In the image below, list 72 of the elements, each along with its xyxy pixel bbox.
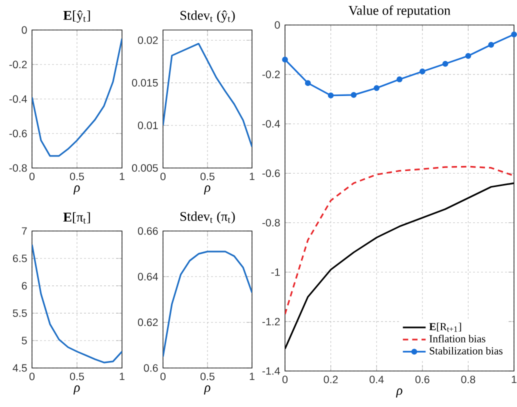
y-tick-label: -0.2 (262, 70, 280, 78)
x-axis-title: ρ (204, 385, 210, 395)
x-axis-title: ρ (396, 388, 402, 398)
y-tick-label: -0.4 (9, 95, 27, 103)
x-axis-title: ρ (204, 185, 210, 195)
line-series (32, 38, 122, 157)
y-tick-label: -1.4 (262, 367, 280, 375)
chart-title: E[π$_{t}$] (63, 212, 90, 224)
y-tick-label: 5.5 (12, 309, 27, 317)
x-tick-label: 0.8 (461, 376, 476, 384)
x-tick-label: 0.2 (324, 376, 338, 384)
line-series (163, 42, 252, 148)
point (442, 60, 448, 67)
chart-title: Stdev$_{t}$ (ŷ$_{t}$) (180, 10, 235, 23)
legend-label: Stabilization bias (430, 346, 502, 354)
y-tick-label: -1.2 (262, 318, 280, 326)
x-tick-label: 0.5 (70, 372, 84, 380)
y-tick-label: -0.6 (9, 130, 27, 138)
x-tick-label: 1 (250, 372, 254, 380)
x-tick-label: 1 (120, 172, 124, 180)
point (419, 68, 426, 74)
point (282, 56, 288, 63)
y-tick-label: 0.01 (138, 122, 158, 130)
chart-title: Stdev$_{t}$ (π$_{t}$) (180, 212, 235, 224)
chart-title: Value of reputation (348, 5, 450, 18)
point (304, 80, 311, 86)
y-tick-label: 0.6 (144, 364, 158, 372)
x-tick-label: 0.5 (200, 372, 214, 380)
x-axis-title: ρ (73, 385, 80, 395)
y-tick-label: 0.015 (132, 79, 158, 87)
y-tick-label: -0.2 (9, 60, 27, 68)
point (328, 92, 334, 98)
y-tick-label: -0.4 (262, 120, 280, 128)
y-tick-label: 5 (22, 336, 27, 344)
x-tick-label: 0 (160, 172, 166, 180)
point (374, 85, 380, 91)
legend-label: E[R$_{t+1}$] (429, 322, 462, 332)
y-tick-label: 6.5 (13, 254, 27, 262)
x-tick-label: 1 (250, 172, 254, 180)
point (350, 92, 357, 98)
y-tick-label: 0.62 (138, 318, 158, 326)
y-tick-label: 0.005 (132, 164, 158, 172)
point (488, 42, 494, 48)
y-tick-label: -0.6 (262, 170, 280, 178)
x-tick-label: 0 (29, 372, 35, 380)
x-tick-label: 0 (160, 372, 166, 380)
chart-title: E[ŷ$_{t}$] (63, 10, 90, 23)
x-tick-label: 0.4 (370, 376, 384, 384)
x-tick-label: 0.6 (415, 376, 430, 384)
legend-label: Inflation bias (429, 334, 486, 342)
x-tick-label: 0 (282, 376, 288, 384)
x-tick-label: 0 (29, 172, 35, 180)
y-tick-label: 7 (22, 227, 27, 235)
y-tick-label: 4.5 (12, 364, 27, 372)
x-tick-label: 1 (120, 372, 124, 380)
x-tick-label: 0.5 (70, 172, 84, 180)
y-tick-label: -0.8 (262, 218, 280, 226)
point (396, 76, 402, 82)
y-tick-label: -0.8 (9, 164, 27, 172)
x-tick-label: 0.5 (200, 172, 214, 180)
y-tick-label: 6 (22, 282, 27, 290)
y-tick-label: 0.64 (138, 272, 158, 280)
line-series (32, 244, 122, 364)
x-axis-title: ρ (73, 185, 80, 195)
y-tick-label: 0 (22, 26, 27, 34)
y-tick-label: 0.66 (138, 227, 158, 235)
y-tick-label: 0.02 (138, 36, 158, 44)
x-tick-label: 1 (512, 376, 516, 384)
point (465, 52, 472, 59)
y-tick-label: 0 (274, 21, 280, 29)
line-series (285, 166, 514, 315)
y-tick-label: -1 (271, 268, 280, 276)
